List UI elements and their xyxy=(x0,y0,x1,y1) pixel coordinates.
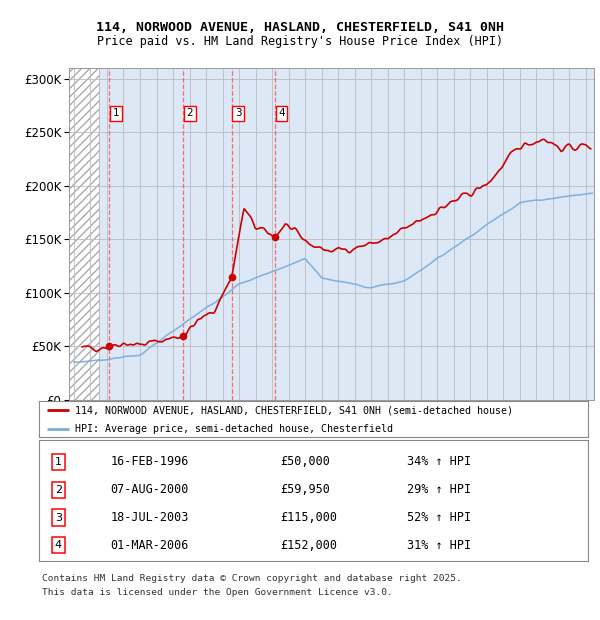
Text: £115,000: £115,000 xyxy=(281,511,338,524)
Text: 07-AUG-2000: 07-AUG-2000 xyxy=(110,483,189,496)
Text: 1: 1 xyxy=(55,457,62,467)
Text: Contains HM Land Registry data © Crown copyright and database right 2025.: Contains HM Land Registry data © Crown c… xyxy=(42,574,462,583)
Text: HPI: Average price, semi-detached house, Chesterfield: HPI: Average price, semi-detached house,… xyxy=(74,424,392,434)
Text: 2: 2 xyxy=(55,485,62,495)
Text: 34% ↑ HPI: 34% ↑ HPI xyxy=(407,456,471,469)
Text: 52% ↑ HPI: 52% ↑ HPI xyxy=(407,511,471,524)
Text: Price paid vs. HM Land Registry's House Price Index (HPI): Price paid vs. HM Land Registry's House … xyxy=(97,35,503,48)
Text: 4: 4 xyxy=(55,541,62,551)
Text: 114, NORWOOD AVENUE, HASLAND, CHESTERFIELD, S41 0NH (semi-detached house): 114, NORWOOD AVENUE, HASLAND, CHESTERFIE… xyxy=(74,405,512,415)
Text: 3: 3 xyxy=(235,108,241,118)
Text: £59,950: £59,950 xyxy=(281,483,331,496)
Text: £50,000: £50,000 xyxy=(281,456,331,469)
Text: 01-MAR-2006: 01-MAR-2006 xyxy=(110,539,189,552)
Text: 18-JUL-2003: 18-JUL-2003 xyxy=(110,511,189,524)
Text: 3: 3 xyxy=(55,513,62,523)
Text: 4: 4 xyxy=(278,108,285,118)
Text: 31% ↑ HPI: 31% ↑ HPI xyxy=(407,539,471,552)
Text: 1: 1 xyxy=(112,108,119,118)
Text: 2: 2 xyxy=(186,108,193,118)
Text: £152,000: £152,000 xyxy=(281,539,338,552)
Text: 114, NORWOOD AVENUE, HASLAND, CHESTERFIELD, S41 0NH: 114, NORWOOD AVENUE, HASLAND, CHESTERFIE… xyxy=(96,22,504,34)
Text: This data is licensed under the Open Government Licence v3.0.: This data is licensed under the Open Gov… xyxy=(42,588,393,597)
Text: 29% ↑ HPI: 29% ↑ HPI xyxy=(407,483,471,496)
Bar xyxy=(69,68,99,400)
Text: 16-FEB-1996: 16-FEB-1996 xyxy=(110,456,189,469)
